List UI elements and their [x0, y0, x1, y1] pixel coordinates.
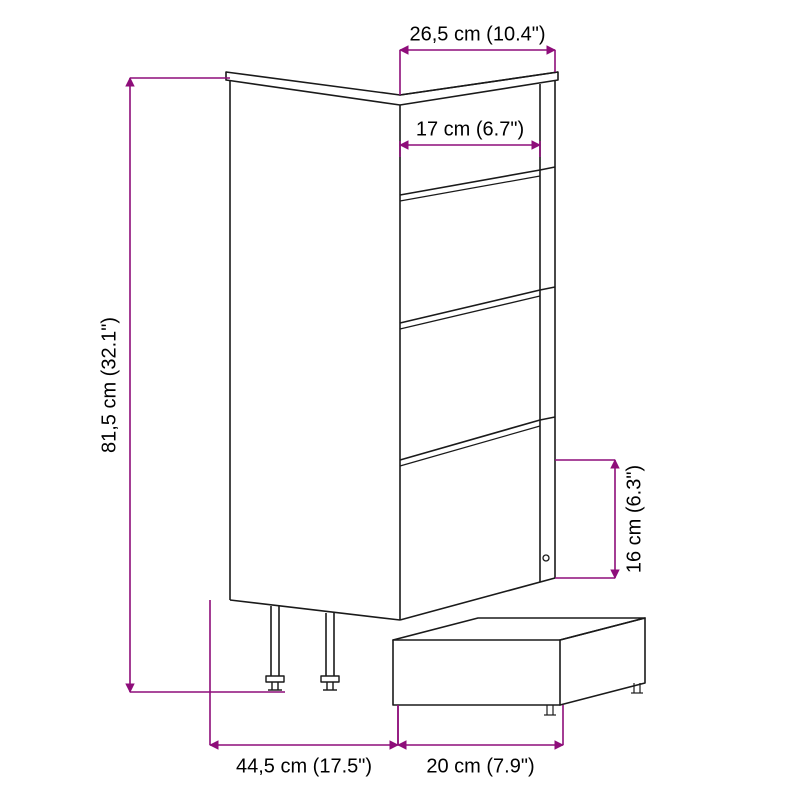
dim-width-label: 20 cm (7.9")	[426, 755, 534, 777]
dim-top-depth-label: 26,5 cm (10.4")	[409, 23, 545, 45]
dimension-diagram: 81,5 cm (32.1") 26,5 cm (10.4") 17 cm (6.7…	[0, 0, 800, 800]
dim-inner-width-label: 17 cm (6.7")	[416, 118, 524, 140]
dim-height-label: 81,5 cm (32.1")	[98, 317, 120, 453]
dim-depth-label: 44,5 cm (17.5")	[236, 755, 372, 777]
dim-shelf-height-label: 16 cm (6.3")	[623, 465, 645, 573]
plinth-front	[393, 640, 560, 705]
